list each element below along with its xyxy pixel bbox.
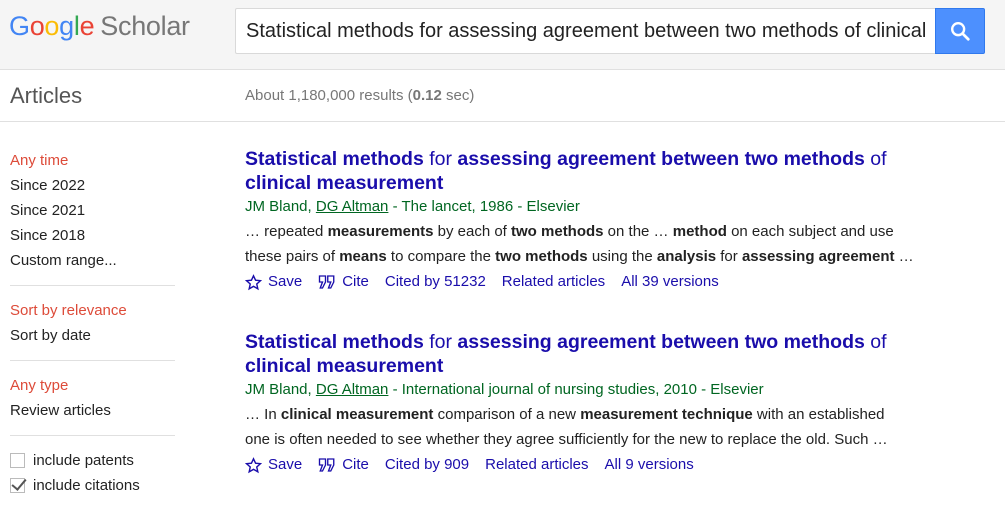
time-filter-group: Any time Since 2022 Since 2021 Since 201… (10, 148, 175, 286)
divider (0, 121, 1005, 122)
cite-button[interactable]: Cite (318, 272, 369, 292)
filter-since-2018[interactable]: Since 2018 (10, 227, 86, 244)
result-title-link[interactable]: Statistical methods for assessing agreem… (245, 148, 887, 194)
sort-group: Sort by relevance Sort by date (10, 298, 175, 361)
quote-icon (319, 275, 335, 289)
filter-review-articles[interactable]: Review articles (10, 402, 111, 419)
section-title: Articles (10, 83, 83, 108)
author-link[interactable]: DG Altman (315, 381, 389, 398)
result-snippet: … repeated measurements by each of two m… (245, 223, 914, 265)
result-title-link[interactable]: Statistical methods for assessing agreem… (245, 331, 887, 377)
related-articles-link[interactable]: Related articles (485, 456, 589, 473)
type-filter-group: Any type Review articles (10, 373, 175, 436)
quote-icon (319, 458, 335, 472)
search-button[interactable] (935, 8, 985, 54)
cited-by-link[interactable]: Cited by 51232 (384, 273, 486, 290)
cite-button[interactable]: Cite (318, 455, 369, 475)
search-icon (951, 22, 970, 41)
all-versions-link[interactable]: All 9 versions (604, 456, 694, 473)
related-articles-link[interactable]: Related articles (501, 273, 606, 290)
filter-any-type[interactable]: Any type (10, 377, 69, 394)
star-icon (245, 456, 262, 473)
header: Google Scholar (0, 0, 1005, 70)
result-meta: JM Bland, DG Altman - The lancet, 1986 -… (245, 198, 580, 215)
search-result: Statistical methods for assessing agreem… (245, 330, 965, 475)
result-actions: Save Cite Cited by 909 Related articles … (245, 455, 965, 475)
result-stats: About 1,180,000 results (0.12 sec) (245, 87, 475, 104)
star-icon (245, 273, 262, 290)
search-input[interactable] (236, 9, 935, 53)
include-patents-label: include patents (33, 452, 134, 469)
include-citations-checkbox[interactable]: include citations (10, 473, 175, 498)
checkbox-checked[interactable] (10, 478, 25, 493)
all-versions-link[interactable]: All 39 versions (621, 273, 719, 290)
search-result: Statistical methods for assessing agreem… (245, 147, 965, 292)
sort-by-date[interactable]: Sort by date (10, 327, 91, 344)
sort-by-relevance[interactable]: Sort by relevance (10, 302, 127, 319)
google-scholar-logo[interactable]: Google Scholar (9, 11, 190, 41)
include-citations-label: include citations (33, 477, 140, 494)
save-button[interactable]: Save (245, 272, 302, 292)
result-meta: JM Bland, DG Altman - International jour… (245, 381, 764, 398)
include-patents-checkbox[interactable]: include patents (10, 448, 175, 473)
save-button[interactable]: Save (245, 455, 302, 475)
filter-since-2022[interactable]: Since 2022 (10, 177, 86, 194)
checkbox-unchecked[interactable] (10, 453, 25, 468)
filter-since-2021[interactable]: Since 2021 (10, 202, 86, 219)
filter-any-time[interactable]: Any time (10, 152, 69, 169)
result-snippet: … In clinical measurement comparison of … (245, 406, 888, 448)
sidebar: Any time Since 2022 Since 2021 Since 201… (10, 148, 175, 498)
cited-by-link[interactable]: Cited by 909 (384, 456, 470, 473)
result-actions: Save Cite Cited by 51232 Related article… (245, 272, 965, 292)
search-box (235, 8, 935, 54)
author-link[interactable]: DG Altman (315, 198, 389, 215)
filter-custom-range[interactable]: Custom range... (10, 252, 117, 269)
